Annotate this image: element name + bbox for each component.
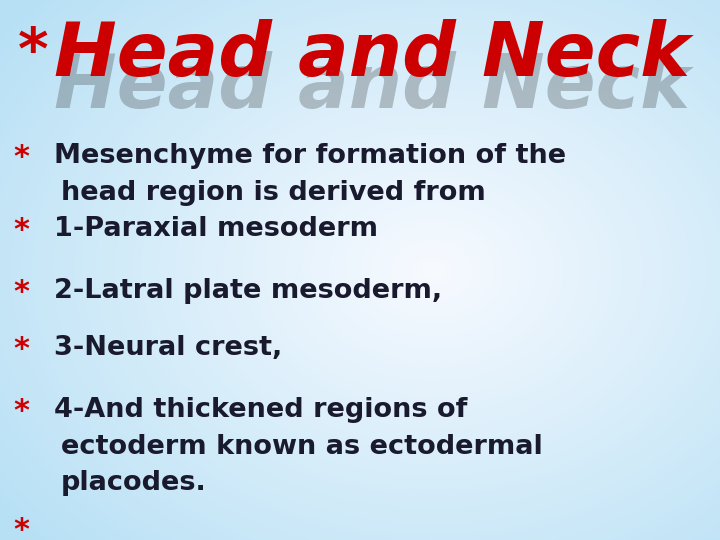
Text: *: *	[13, 335, 29, 364]
Text: head region is derived from: head region is derived from	[61, 180, 486, 206]
Text: placodes.: placodes.	[61, 470, 207, 496]
Text: *: *	[13, 216, 29, 245]
Text: Head and Neck: Head and Neck	[54, 19, 690, 92]
Text: Mesenchyme for formation of the: Mesenchyme for formation of the	[54, 143, 566, 169]
Text: 3-Neural crest,: 3-Neural crest,	[54, 335, 282, 361]
Text: *: *	[13, 143, 29, 172]
Text: Head and Neck: Head and Neck	[54, 51, 690, 124]
Text: ectoderm known as ectodermal: ectoderm known as ectodermal	[61, 434, 543, 460]
Text: *: *	[13, 278, 29, 307]
Text: 2-Latral plate mesoderm,: 2-Latral plate mesoderm,	[54, 278, 442, 304]
Text: 4-And thickened regions of: 4-And thickened regions of	[54, 397, 467, 423]
Text: 1-Paraxial mesoderm: 1-Paraxial mesoderm	[54, 216, 378, 242]
Text: *: *	[18, 24, 49, 82]
Text: *: *	[13, 516, 29, 540]
Text: *: *	[13, 397, 29, 426]
